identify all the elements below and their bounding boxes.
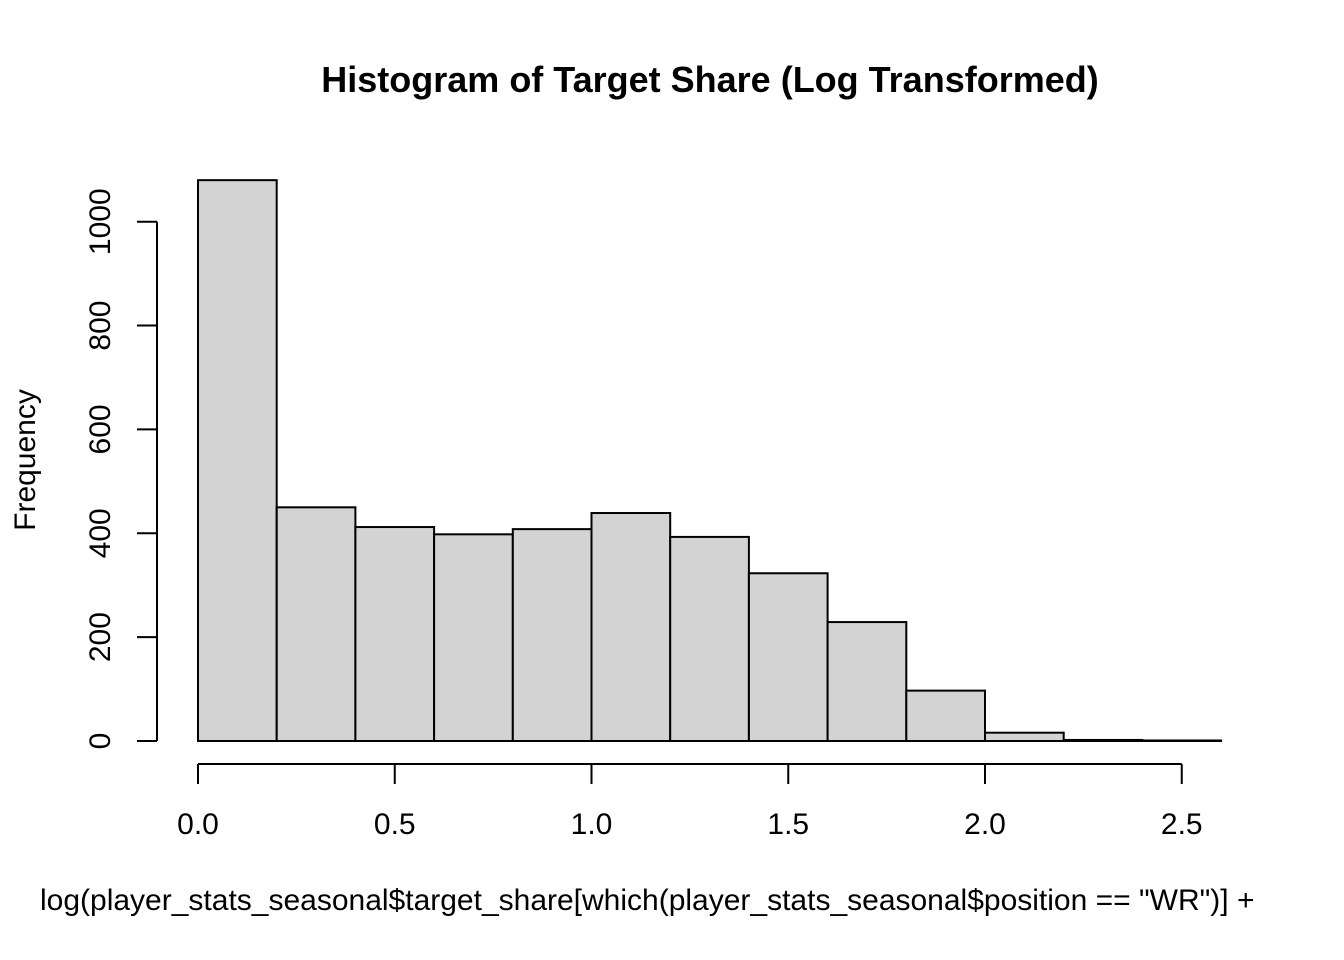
x-tick-label: 0.0 <box>177 808 219 841</box>
histogram-bar-5 <box>590 512 672 742</box>
histogram-bar-1 <box>275 506 357 742</box>
y-tick-label: 1000 <box>84 188 117 255</box>
histogram-bar-11 <box>1062 738 1144 743</box>
y-tick-label: 800 <box>84 301 117 351</box>
x-axis-label: log(player_stats_seasonal$target_share[w… <box>40 884 1254 917</box>
x-tick-label: 1.5 <box>767 808 809 841</box>
x-tick-label: 0.5 <box>374 808 416 841</box>
x-tick-label: 2.0 <box>964 808 1006 841</box>
histogram-bar-2 <box>354 526 436 742</box>
histogram-bar-6 <box>669 535 750 742</box>
histogram-bar-7 <box>747 572 829 743</box>
histogram-bar-9 <box>905 689 986 743</box>
y-tick-label: 200 <box>84 612 117 662</box>
y-axis: 0 200 400 600 800 1000 <box>84 188 158 750</box>
histogram-bar-0 <box>197 179 278 742</box>
y-tick-label: 600 <box>84 404 117 454</box>
y-tick-label: 400 <box>84 508 117 558</box>
bars-group <box>197 179 1223 743</box>
x-tick-label: 1.0 <box>571 808 613 841</box>
histogram-bar-4 <box>511 528 593 743</box>
x-tick-label: 2.5 <box>1161 808 1203 841</box>
histogram-bar-8 <box>826 621 908 743</box>
y-axis-label: Frequency <box>9 389 42 531</box>
chart-title: Histogram of Target Share (Log Transform… <box>321 59 1098 100</box>
histogram-bar-3 <box>433 533 514 742</box>
x-axis: 0.0 0.5 1.0 1.5 2.0 2.5 <box>177 763 1203 841</box>
histogram-bar-12 <box>1141 739 1223 743</box>
histogram-bar-10 <box>984 731 1065 743</box>
y-tick-label: 0 <box>84 733 117 750</box>
